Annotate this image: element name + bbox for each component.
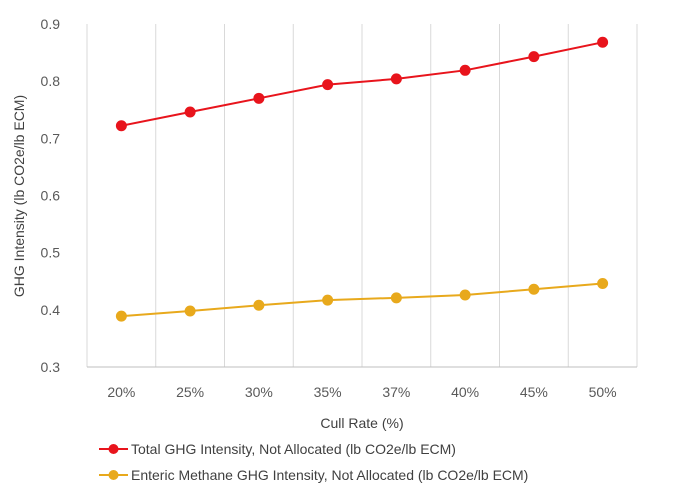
y-tick-label: 0.9 <box>41 16 61 32</box>
x-tick-label: 25% <box>176 384 204 400</box>
y-tick-labels: 0.3 0.4 0.5 0.6 0.7 0.8 0.9 <box>41 16 61 375</box>
series-layer <box>115 36 609 322</box>
data-point <box>115 310 127 322</box>
x-tick-label: 40% <box>451 384 479 400</box>
data-point <box>459 64 471 76</box>
y-tick-label: 0.5 <box>41 245 61 261</box>
y-tick-label: 0.6 <box>41 188 61 204</box>
legend-marker <box>108 470 119 480</box>
legend-marker <box>108 444 119 454</box>
x-tick-label: 35% <box>314 384 342 400</box>
data-point <box>597 36 609 48</box>
data-point <box>528 283 540 295</box>
data-point <box>322 79 334 91</box>
legend: Total GHG Intensity, Not Allocated (lb C… <box>99 441 528 483</box>
grid <box>86 24 638 367</box>
x-tick-label: 20% <box>107 384 135 400</box>
data-point <box>390 73 402 85</box>
y-tick-label: 0.7 <box>41 130 61 146</box>
x-tick-label: 50% <box>589 384 617 400</box>
data-point <box>322 294 334 306</box>
x-tick-label: 45% <box>520 384 548 400</box>
legend-label: Enteric Methane GHG Intensity, Not Alloc… <box>131 467 528 483</box>
x-axis-title: Cull Rate (%) <box>320 415 403 431</box>
x-tick-label: 37% <box>382 384 410 400</box>
data-point <box>390 292 402 304</box>
data-point <box>459 289 471 301</box>
x-tick-label: 30% <box>245 384 273 400</box>
data-point <box>253 299 265 311</box>
legend-item-2: Enteric Methane GHG Intensity, Not Alloc… <box>99 467 528 483</box>
series-1 <box>115 36 609 132</box>
legend-item-1: Total GHG Intensity, Not Allocated (lb C… <box>99 441 456 457</box>
x-tick-labels: 20% 25% 30% 35% 37% 40% 45% 50% <box>107 384 616 400</box>
legend-label: Total GHG Intensity, Not Allocated (lb C… <box>131 441 456 457</box>
data-point <box>184 106 196 118</box>
data-point <box>184 305 196 317</box>
series-2 <box>115 278 609 322</box>
series-line <box>121 41 603 127</box>
y-tick-label: 0.3 <box>41 359 61 375</box>
y-tick-label: 0.8 <box>41 73 61 89</box>
data-point <box>528 51 540 63</box>
data-point <box>115 120 127 132</box>
y-axis-title: GHG Intensity (lb CO2e/lb ECM) <box>11 95 27 297</box>
series-line <box>121 282 603 318</box>
data-point <box>253 92 265 104</box>
data-point <box>597 278 609 290</box>
y-tick-label: 0.4 <box>41 302 61 318</box>
